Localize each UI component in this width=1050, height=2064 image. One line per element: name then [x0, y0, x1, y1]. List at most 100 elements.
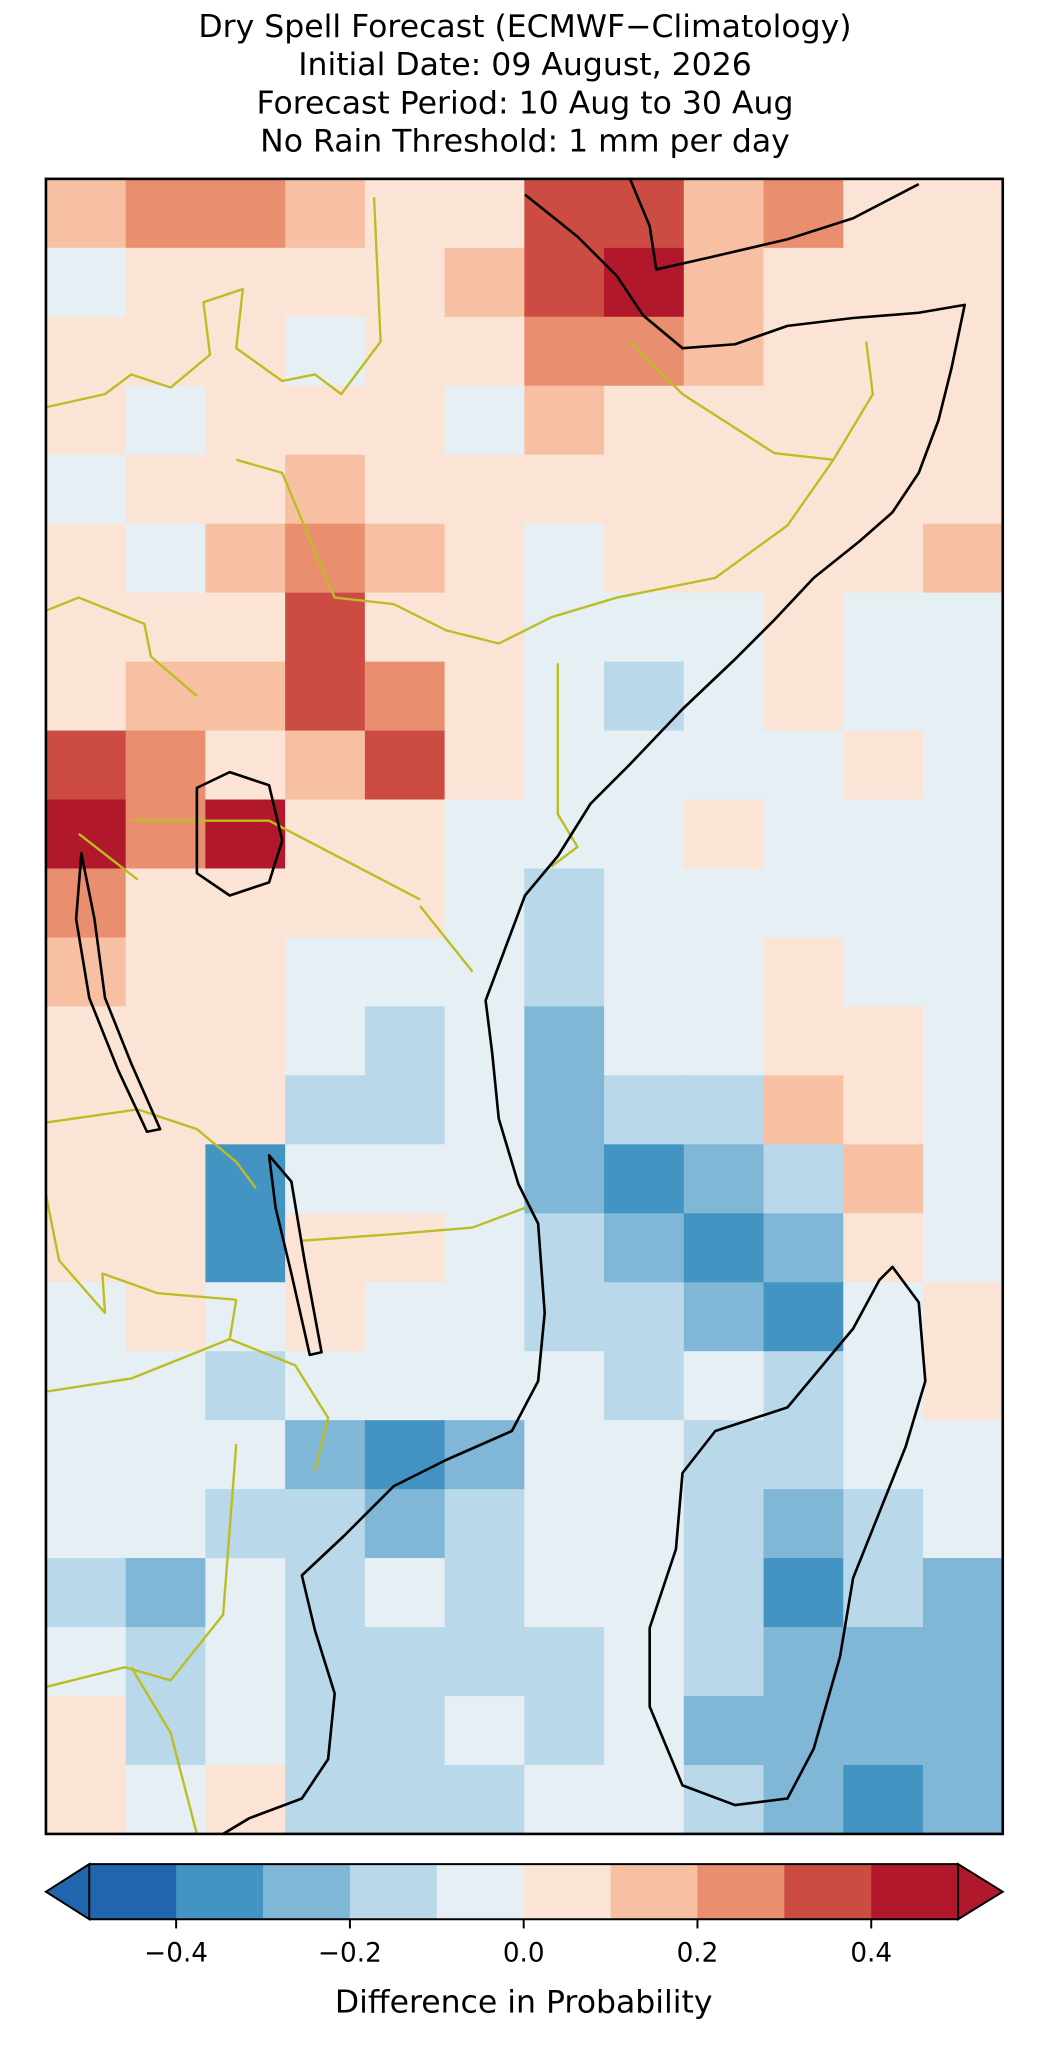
cell [285, 178, 366, 249]
cell [364, 1282, 446, 1352]
cell [45, 1420, 127, 1490]
cell [763, 937, 844, 1008]
cell [364, 592, 446, 663]
cell [683, 1144, 765, 1214]
cell [364, 178, 446, 249]
cell [205, 1006, 286, 1077]
cell [125, 1213, 207, 1283]
cell [604, 523, 685, 594]
cell [683, 1489, 765, 1559]
cell [604, 385, 685, 456]
cell [683, 1282, 765, 1352]
cell [444, 1489, 525, 1559]
cell [444, 1006, 525, 1077]
cell [45, 1213, 127, 1283]
cell [444, 247, 525, 318]
cell [285, 730, 366, 801]
colorbar-bin [176, 1864, 264, 1920]
cell [923, 799, 1004, 870]
cell [45, 178, 127, 249]
cell [45, 661, 127, 732]
cell [763, 1075, 844, 1145]
cell [45, 1144, 127, 1214]
cell [604, 1627, 685, 1697]
colorbar-tick-label: −0.2 [318, 1938, 382, 1968]
colorbar-label: Difference in Probability [335, 1984, 713, 2020]
cell [683, 1558, 765, 1628]
cell [604, 1558, 685, 1628]
cell [444, 523, 525, 594]
cell [843, 1075, 924, 1145]
cell [843, 454, 924, 525]
cell [683, 1351, 765, 1421]
cell [45, 1627, 127, 1697]
cell [683, 1006, 765, 1077]
cell [364, 1213, 446, 1283]
cell [763, 1213, 844, 1283]
colorbar: −0.4 −0.2 0.0 0.2 0.4 Difference in Probabili… [44, 1862, 1005, 2020]
cell [364, 1696, 446, 1766]
chart-title: Initial Date: 09 August, 2026 [298, 47, 752, 83]
cell [444, 1144, 525, 1214]
chart-title: Dry Spell Forecast (ECMWF−Climatology) [198, 9, 851, 45]
cell [205, 454, 286, 525]
cell [45, 247, 127, 318]
cell [205, 1075, 286, 1145]
cell [205, 1351, 286, 1421]
cell [923, 316, 1004, 387]
cell [364, 316, 446, 387]
cell [923, 1282, 1004, 1352]
cell [524, 730, 605, 801]
cell [364, 1764, 446, 1835]
cell [683, 592, 765, 663]
cell [604, 1696, 685, 1766]
cell [285, 454, 366, 525]
cell [285, 523, 366, 594]
cell [444, 799, 525, 870]
cell [683, 937, 765, 1008]
cell [364, 1420, 446, 1490]
coastline [628, 178, 920, 271]
cell [683, 799, 765, 870]
cell [923, 454, 1004, 525]
cell [604, 1351, 685, 1421]
cell [285, 1696, 366, 1766]
cell [763, 178, 844, 249]
cell [923, 868, 1004, 939]
cell [524, 1627, 605, 1697]
cell [923, 1213, 1004, 1283]
cell [45, 1006, 127, 1077]
cell [683, 1075, 765, 1145]
cell [45, 592, 127, 663]
cell [843, 1627, 924, 1697]
cell [444, 1213, 525, 1283]
cell [125, 799, 207, 870]
cell [444, 661, 525, 732]
cell [205, 1627, 286, 1697]
colorbar-bin [784, 1864, 872, 1920]
cell [763, 454, 844, 525]
cell [444, 1351, 525, 1421]
cell [125, 316, 207, 387]
cell [843, 868, 924, 939]
cell [125, 1351, 207, 1421]
cell [205, 1764, 286, 1835]
cell [524, 1420, 605, 1490]
cell [285, 1006, 366, 1077]
cell [125, 1696, 207, 1766]
cell [524, 799, 605, 870]
cell [205, 1144, 286, 1214]
cell [45, 1489, 127, 1559]
cell [524, 1351, 605, 1421]
cell [683, 1213, 765, 1283]
cell [125, 247, 207, 318]
cell [524, 523, 605, 594]
cell [45, 1558, 127, 1628]
cell [683, 178, 765, 249]
cell [923, 1006, 1004, 1077]
cell [923, 1351, 1004, 1421]
cell [683, 247, 765, 318]
cell [444, 868, 525, 939]
cell [205, 1696, 286, 1766]
cell [205, 523, 286, 594]
